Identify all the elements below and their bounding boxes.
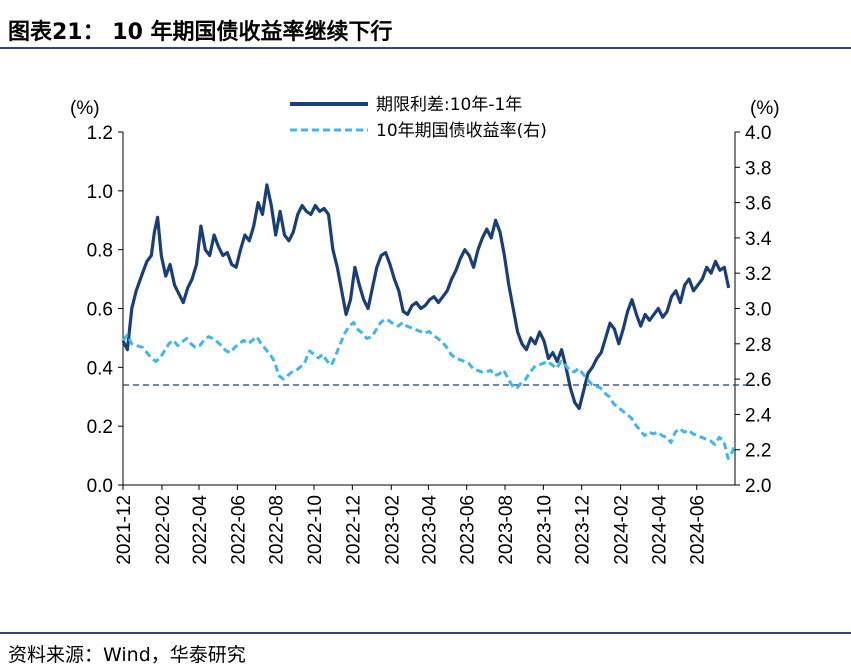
x-axis-tick-label: 2023-02 bbox=[382, 495, 403, 565]
x-axis-tick-label: 2021-12 bbox=[114, 495, 135, 565]
right-axis-tick-label: 3.2 bbox=[745, 264, 771, 285]
right-axis-tick-label: 3.0 bbox=[745, 300, 771, 321]
x-axis-tick-label: 2023-04 bbox=[419, 495, 440, 565]
legend: 期限利差:10年-1年 10年期国债收益率(右) bbox=[290, 95, 547, 141]
source-note: 资料来源：Wind，华泰研究 bbox=[8, 644, 246, 666]
series-line-spread bbox=[121, 183, 731, 411]
x-axis-tick-label: 2023-06 bbox=[458, 495, 479, 565]
x-axis-tick-label: 2022-06 bbox=[228, 495, 249, 565]
page-title: 图表21： 10 年期国债收益率继续下行 bbox=[8, 20, 393, 45]
right-axis-unit: (%) bbox=[750, 98, 780, 119]
left-axis-tick-label: 0.6 bbox=[87, 300, 113, 321]
series-line-yield bbox=[121, 317, 737, 460]
right-axis-tick-label: 2.4 bbox=[745, 405, 772, 426]
right-axis-tick-label: 2.6 bbox=[745, 370, 771, 391]
source-divider bbox=[0, 632, 851, 634]
x-axis-tick-label: 2022-02 bbox=[153, 495, 174, 565]
title-divider bbox=[0, 47, 851, 49]
x-axis-tick-label: 2022-12 bbox=[343, 495, 364, 565]
x-axis-tick-label: 2023-10 bbox=[534, 495, 555, 565]
legend-label-spread: 期限利差:10年-1年 bbox=[376, 95, 522, 115]
x-axis-tick-label: 2024-04 bbox=[649, 495, 670, 565]
left-axis-tick-label: 1.0 bbox=[87, 182, 113, 203]
right-axis-tick-label: 4.0 bbox=[745, 123, 771, 144]
right-axis-tick-label: 2.8 bbox=[745, 335, 771, 356]
left-axis-tick-label: 1.2 bbox=[87, 123, 113, 144]
x-axis-tick-label: 2022-10 bbox=[305, 495, 326, 565]
right-axis-tick-label: 2.0 bbox=[745, 476, 771, 497]
chart: 0.0 0.2 0.4 0.6 0.8 1.0 1.2 2.0 2.2 2.4 2.6 2.8 3.0 3… bbox=[70, 95, 780, 565]
left-axis-tick-label: 0.4 bbox=[87, 358, 114, 379]
x-axis-tick-label: 2022-08 bbox=[267, 495, 288, 565]
left-axis-tick-label: 0.0 bbox=[87, 476, 113, 497]
x-axis-tick-label: 2024-02 bbox=[612, 495, 633, 565]
series-layer bbox=[121, 183, 737, 460]
right-axis-tick-label: 3.6 bbox=[745, 194, 771, 215]
x-axis-tick-label: 2022-04 bbox=[190, 495, 211, 565]
right-axis-tick-label: 2.2 bbox=[745, 441, 771, 462]
right-axis-tick-label: 3.8 bbox=[745, 158, 771, 179]
axes-layer: 0.0 0.2 0.4 0.6 0.8 1.0 1.2 2.0 2.2 2.4 2.6 2.8 3.0 3… bbox=[87, 123, 772, 565]
x-axis-tick-label: 2023-08 bbox=[496, 495, 517, 565]
right-axis-tick-label: 3.4 bbox=[745, 229, 772, 250]
left-axis-unit: (%) bbox=[70, 98, 100, 119]
left-axis-tick-label: 0.2 bbox=[87, 417, 113, 438]
x-axis-tick-label: 2023-12 bbox=[573, 495, 594, 565]
left-axis-tick-label: 0.8 bbox=[87, 241, 113, 262]
legend-label-yield: 10年期国债收益率(右) bbox=[376, 121, 547, 141]
x-axis-tick-label: 2024-06 bbox=[688, 495, 709, 565]
